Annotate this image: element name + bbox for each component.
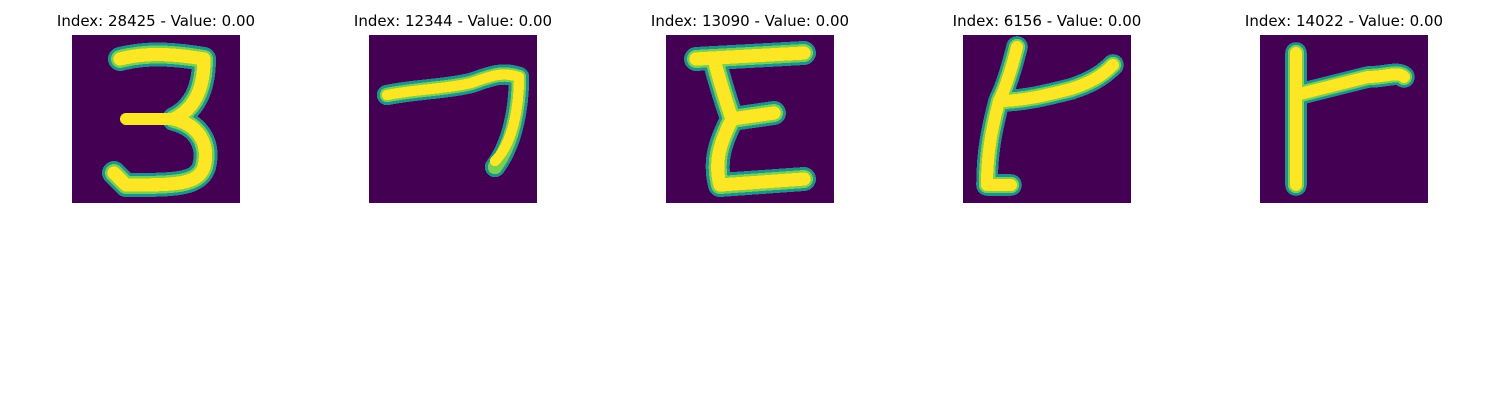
panel-2: Index: 12344 - Value: 0.00 [323, 10, 583, 210]
digit-image-3 [72, 35, 240, 203]
panel-title: Index: 14022 - Value: 0.00 [1244, 12, 1444, 30]
panel-title: Index: 28425 - Value: 0.00 [56, 12, 256, 30]
letter-image-r [1260, 35, 1428, 203]
panel-3: Index: 13090 - Value: 0.00 [620, 10, 880, 210]
panel-5: Index: 14022 - Value: 0.00 [1214, 10, 1474, 210]
letter-image-e [666, 35, 834, 203]
digit-image-7 [369, 35, 537, 203]
panel-4: Index: 6156 - Value: 0.00 [917, 10, 1177, 210]
panel-title: Index: 13090 - Value: 0.00 [650, 12, 850, 30]
panel-title: Index: 12344 - Value: 0.00 [353, 12, 553, 30]
letter-image-hooked-r [963, 35, 1131, 203]
image-background [1260, 35, 1428, 203]
panel-title: Index: 6156 - Value: 0.00 [952, 12, 1142, 30]
panel-1: Index: 28425 - Value: 0.00 [26, 10, 286, 210]
